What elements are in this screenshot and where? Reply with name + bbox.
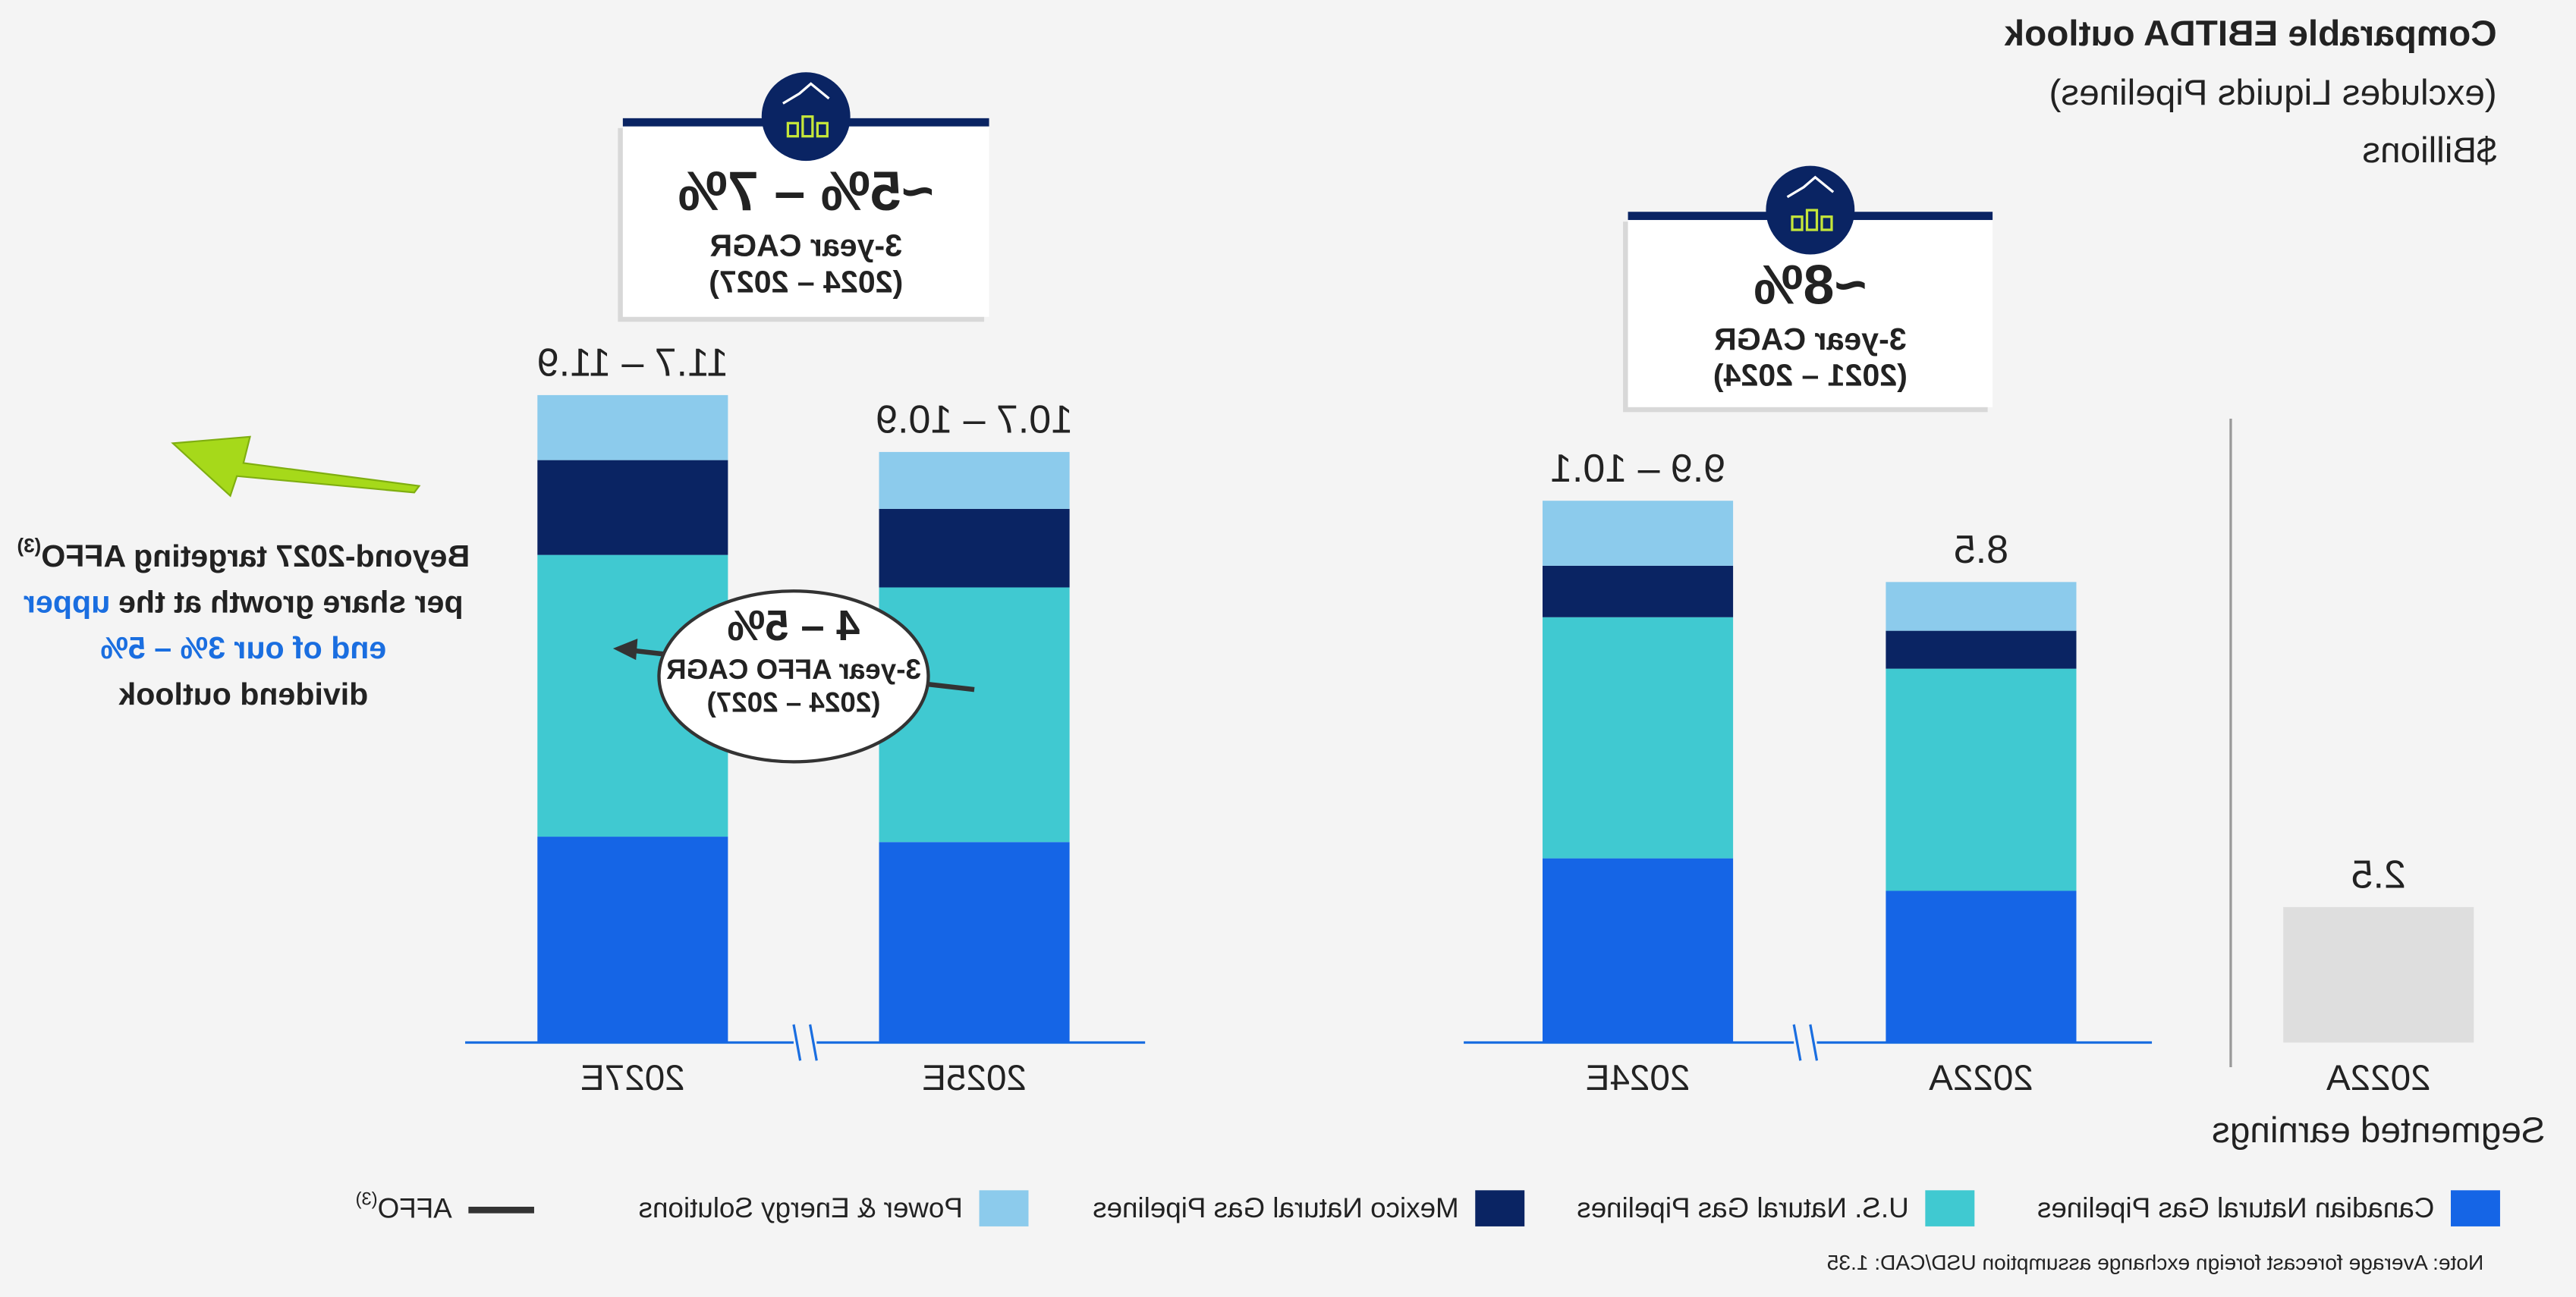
legend-label: AFFO(3)	[356, 1189, 452, 1223]
x-tick-label: 2022A	[1929, 1058, 2033, 1098]
affo-period: (2024 – 2027)	[706, 686, 880, 718]
annotation-line: dividend outlook	[118, 677, 368, 711]
annotation-line: end of our 3% – 5%	[100, 630, 386, 665]
cagr-label: 3-year CAGR	[709, 228, 902, 263]
icon-bar	[1791, 215, 1804, 231]
bar-segment	[879, 451, 1070, 509]
x-tick-label: 2022A	[2326, 1058, 2431, 1098]
legend-label: Power & Energy Solutions	[639, 1192, 963, 1223]
note: Note: Average forecast foreign exchange …	[1827, 1251, 2484, 1274]
legend-sup: (3)	[356, 1189, 378, 1210]
bar	[2283, 906, 2474, 1043]
annotation-line: Beyond-2027 targeting AFFO(3)	[17, 534, 470, 573]
legend-swatch	[1475, 1190, 1525, 1226]
total-label: 10.7 – 10.9	[876, 398, 1073, 442]
affo-callout	[657, 589, 930, 764]
axis-break	[1792, 1024, 1819, 1061]
annotation-text: Beyond-2027 targeting AFFO	[41, 539, 470, 573]
bar-segment	[1543, 501, 1734, 566]
bar-segment	[1543, 565, 1734, 617]
legend-swatch	[1925, 1190, 1975, 1226]
legend-label: U.S. Natural Gas Pipelines	[1577, 1192, 1908, 1223]
x-tick-label: 2027E	[580, 1058, 685, 1098]
bar-segment	[537, 460, 728, 555]
icon-bar	[1820, 215, 1833, 231]
annotation-text: per share growth at the	[118, 584, 464, 619]
total-label: 11.7 – 11.9	[537, 341, 728, 385]
icon-bar	[1805, 209, 1819, 231]
cagr-period: (2024 – 2027)	[709, 264, 903, 299]
axis-break	[792, 1024, 818, 1061]
chart-title: Comparable EBITDA outlook	[2004, 14, 2496, 54]
bar-segment	[1886, 890, 2077, 1043]
annotation-text: dividend outlook	[118, 677, 368, 711]
annotation-line: per share growth at theupper	[24, 584, 464, 619]
bar-segment	[537, 837, 728, 1043]
cagr-value: ~5% – 7%	[678, 159, 933, 222]
cagr-value: ~8%	[1754, 253, 1867, 316]
x-tick-label: 2025E	[922, 1058, 1027, 1098]
icon-line	[1786, 175, 1835, 199]
icon-bar	[816, 121, 829, 138]
affo-arrowhead	[612, 639, 638, 661]
x-tick-label: 2024E	[1586, 1058, 1691, 1098]
bar-segment	[1543, 617, 1734, 859]
bar-segment	[1886, 582, 2077, 631]
legend-swatch	[2451, 1190, 2500, 1226]
legend-swatch	[979, 1190, 1029, 1226]
bar-segment	[1543, 858, 1734, 1043]
bar-segment	[879, 842, 1070, 1043]
icon-bar	[801, 115, 814, 138]
chart-subtitle: (excludes Liquids Pipelines)	[2049, 73, 2496, 113]
green-arrow	[171, 435, 421, 498]
annotation-text: (3)	[17, 534, 41, 557]
bar-segment	[1886, 668, 2077, 891]
icon-line	[782, 82, 830, 105]
annotation-text: upper	[24, 584, 110, 619]
cagr-period: (2021 – 2024)	[1713, 358, 1908, 393]
legend-label: Mexico Natural Gas Pipelines	[1093, 1192, 1458, 1223]
chart-body: Comparable EBITDA outlook (excludes Liqu…	[17, 14, 2545, 1274]
affo-label: 3-year AFFO CAGR	[666, 654, 921, 685]
bar-segment	[879, 508, 1070, 588]
affo-value: 4 – 5%	[727, 601, 860, 649]
total-label: 9.9 – 10.1	[1550, 447, 1725, 491]
bar-segment	[537, 394, 728, 460]
legend-text: AFFO	[378, 1192, 452, 1223]
annotation-text: end of our 3% – 5%	[100, 630, 386, 665]
total-label: 8.5	[1954, 528, 2008, 572]
x-tick-sublabel: Segmented earnings	[2212, 1110, 2545, 1151]
value-label: 2.5	[2351, 853, 2406, 897]
legend-label: Canadian Natural Gas Pipelines	[2037, 1192, 2434, 1223]
cagr-label: 3-year CAGR	[1714, 322, 1907, 356]
unit-label: $Billions	[2362, 130, 2496, 171]
icon-bar	[786, 121, 800, 138]
bar-segment	[1886, 630, 2077, 669]
